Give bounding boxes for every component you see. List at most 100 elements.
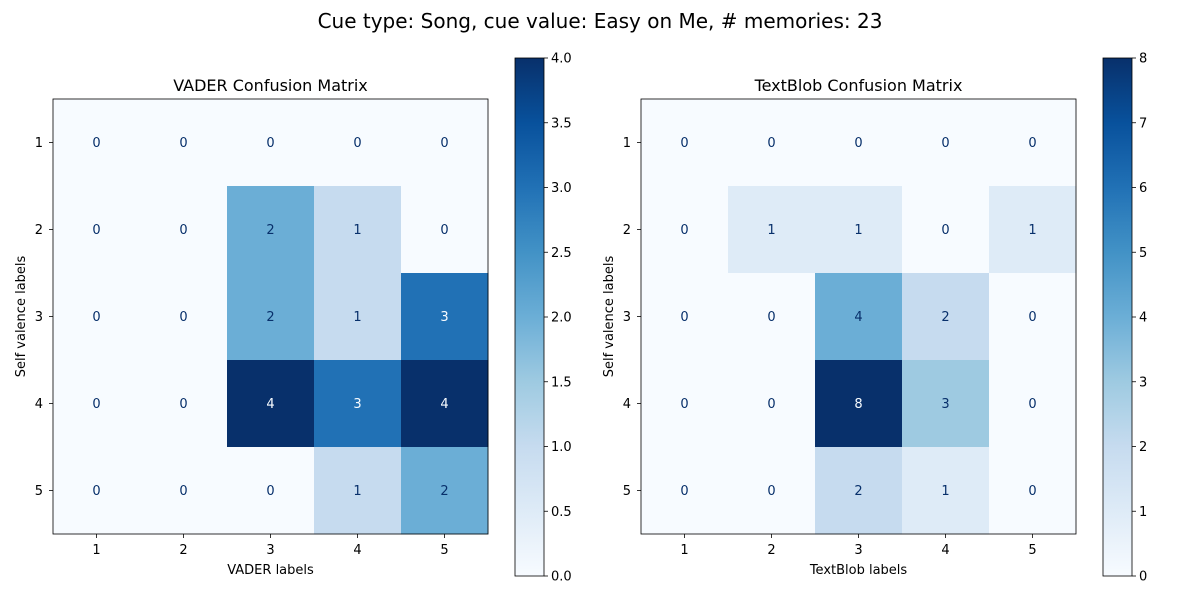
heatmap-cell (53, 273, 141, 361)
heatmap-cell (227, 186, 315, 274)
cell-value-label: 0 (179, 136, 187, 151)
colorbar-tick-label: 2.5 (551, 246, 572, 261)
cell-value-label: 4 (854, 310, 862, 325)
heatmap-cell (227, 99, 315, 187)
cell-value-label: 0 (440, 223, 448, 238)
x-tick-label: 3 (854, 543, 862, 558)
heatmap-cell (815, 99, 903, 187)
heatmap-cell (989, 447, 1077, 535)
chart-title: TextBlob Confusion Matrix (754, 76, 963, 95)
colorbar-tick-label: 4 (1139, 311, 1147, 326)
cell-value-label: 2 (266, 223, 274, 238)
cell-value-label: 0 (179, 310, 187, 325)
heatmap-cell (401, 360, 489, 448)
heatmap-cell (53, 447, 141, 535)
heatmap-cell (227, 360, 315, 448)
cell-value-label: 0 (1028, 310, 1036, 325)
y-tick-label: 5 (35, 484, 43, 499)
cell-value-label: 0 (680, 223, 688, 238)
heatmap-cell (728, 360, 816, 448)
chart-title: VADER Confusion Matrix (173, 76, 368, 95)
x-tick-label: 1 (92, 543, 100, 558)
colorbar-tick-label: 2 (1139, 440, 1147, 455)
x-axis-label: VADER labels (227, 563, 314, 578)
heatmap-cell (401, 447, 489, 535)
heatmap-cell (641, 186, 729, 274)
heatmap-cell (728, 186, 816, 274)
heatmap-cell (53, 360, 141, 448)
colorbar-tick-label: 0.5 (551, 505, 572, 520)
colorbar-tick-label: 3.0 (551, 181, 572, 196)
cell-value-label: 4 (440, 397, 448, 412)
colorbar-tick-label: 3 (1139, 375, 1147, 390)
heatmap-cell (140, 447, 228, 535)
cell-value-label: 2 (440, 484, 448, 499)
cell-value-label: 0 (854, 136, 862, 151)
heatmap-cell (902, 447, 990, 535)
heatmap-cell (989, 273, 1077, 361)
colorbar-tick-label: 6 (1139, 181, 1147, 196)
cell-value-label: 0 (1028, 136, 1036, 151)
y-tick-label: 2 (35, 223, 43, 238)
y-tick-label: 2 (623, 223, 631, 238)
heatmap-cell (989, 360, 1077, 448)
cell-value-label: 0 (767, 136, 775, 151)
cell-value-label: 3 (440, 310, 448, 325)
colorbar-tick-label: 2.0 (551, 311, 572, 326)
heatmap-cell (140, 273, 228, 361)
cell-value-label: 0 (179, 397, 187, 412)
cell-value-label: 0 (179, 223, 187, 238)
x-tick-label: 4 (353, 543, 361, 558)
heatmap-cell (314, 273, 402, 361)
heatmap-cell (641, 360, 729, 448)
heatmap-cell (401, 186, 489, 274)
cell-value-label: 0 (92, 310, 100, 325)
cell-value-label: 3 (353, 397, 361, 412)
x-tick-label: 2 (179, 543, 187, 558)
heatmap-cell (314, 360, 402, 448)
cell-value-label: 0 (1028, 484, 1036, 499)
x-tick-label: 5 (1028, 543, 1036, 558)
y-tick-label: 4 (623, 397, 631, 412)
heatmap-cell (728, 99, 816, 187)
heatmap-cell (641, 447, 729, 535)
y-tick-label: 1 (35, 136, 43, 151)
colorbar-tick-label: 1.0 (551, 440, 572, 455)
x-axis-label: TextBlob labels (809, 563, 908, 578)
cell-value-label: 0 (440, 136, 448, 151)
heatmap-cell (641, 99, 729, 187)
heatmap-cell (815, 273, 903, 361)
heatmap-cell (401, 99, 489, 187)
y-tick-label: 4 (35, 397, 43, 412)
y-tick-label: 1 (623, 136, 631, 151)
cell-value-label: 1 (767, 223, 775, 238)
cell-value-label: 2 (266, 310, 274, 325)
heatmap-cell (815, 186, 903, 274)
x-tick-label: 3 (266, 543, 274, 558)
cell-value-label: 0 (92, 136, 100, 151)
cell-value-label: 0 (353, 136, 361, 151)
heatmap-cell (314, 447, 402, 535)
cell-value-label: 1 (353, 310, 361, 325)
colorbar-tick-label: 0.0 (551, 570, 572, 585)
chart-1: 0 0 0 0 0 0 0 2 1 0 0 0 2 1 3 0 0 4 3 4 0 0 0 1 2 1 2 3 4 5 1 2 3 4 5 VADER… (14, 52, 572, 585)
x-tick-label: 5 (440, 543, 448, 558)
colorbar-tick-label: 0 (1139, 570, 1147, 585)
x-tick-label: 2 (767, 543, 775, 558)
cell-value-label: 0 (92, 484, 100, 499)
cell-value-label: 2 (941, 310, 949, 325)
figure-suptitle: Cue type: Song, cue value: Easy on Me, #… (318, 9, 883, 33)
heatmap-cell (227, 447, 315, 535)
heatmap-cell (641, 273, 729, 361)
heatmap-cell (227, 273, 315, 361)
cell-value-label: 0 (1028, 397, 1036, 412)
charts-container: 0 0 0 0 0 0 0 2 1 0 0 0 2 1 3 0 0 4 3 4 0 0 0 1 2 1 2 3 4 5 1 2 3 4 5 VADER… (14, 52, 1147, 585)
cell-value-label: 0 (767, 484, 775, 499)
heatmap-cell (314, 99, 402, 187)
x-tick-label: 1 (680, 543, 688, 558)
cell-value-label: 2 (854, 484, 862, 499)
heatmap-cell (53, 186, 141, 274)
y-axis-label: Self valence labels (14, 255, 29, 377)
cell-value-label: 1 (353, 484, 361, 499)
